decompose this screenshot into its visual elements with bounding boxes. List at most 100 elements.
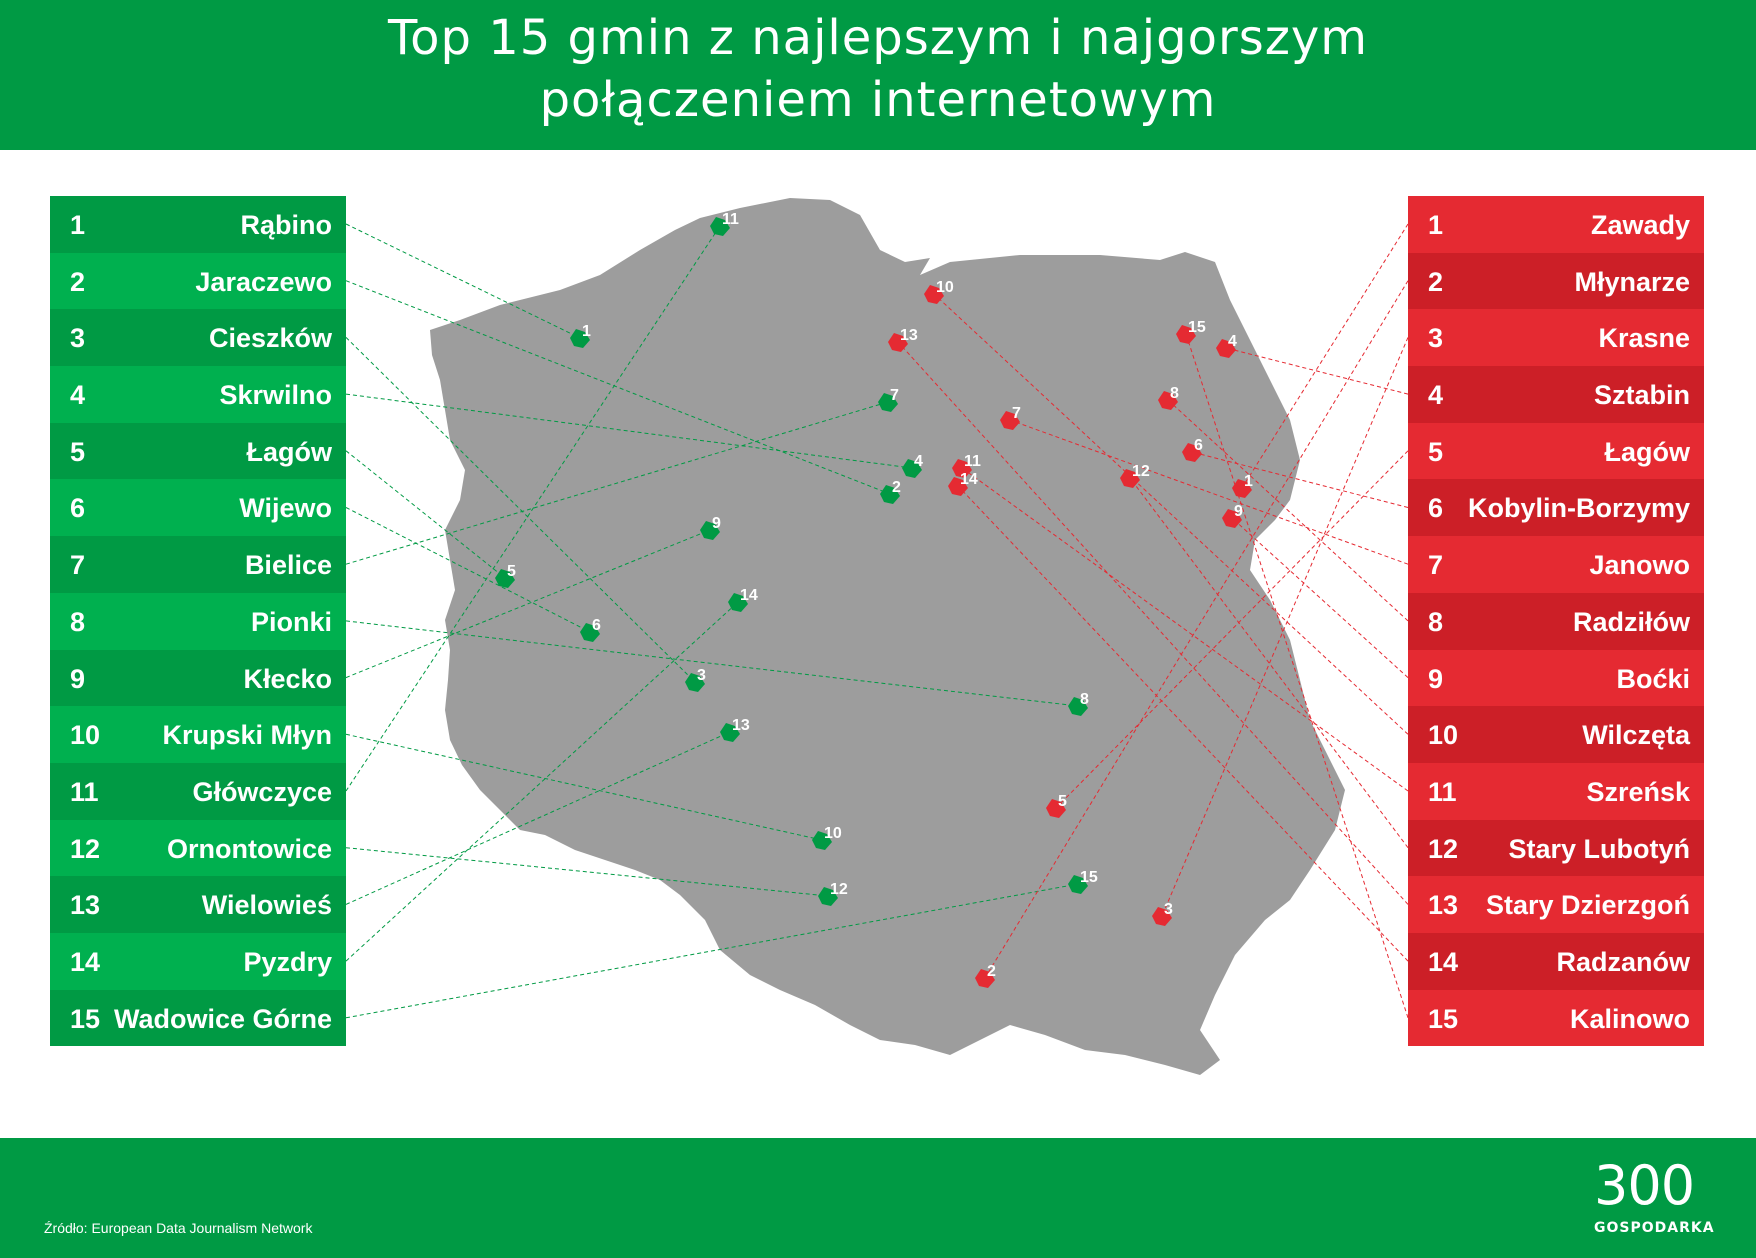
worst-marker: [1000, 411, 1020, 430]
worst-name: Kalinowo: [1570, 1003, 1690, 1034]
worst-row-8: 8 Radziłów: [1408, 592, 1704, 650]
worst-marker-label: 1: [1244, 473, 1253, 490]
best-marker-label: 7: [890, 387, 899, 404]
left-leader-line: [345, 507, 591, 633]
worst-row-1: 1 Zawady: [1408, 196, 1704, 253]
worst-rank: 11: [1428, 776, 1457, 807]
best-marker-label: 14: [740, 587, 758, 604]
best-name: Rąbino: [240, 210, 333, 240]
right-leader-line: [897, 341, 1409, 905]
worst-name: Wilczęta: [1582, 720, 1690, 751]
worst-marker: [1152, 907, 1172, 926]
best-marker: [812, 831, 832, 850]
best-rank: 14: [70, 946, 101, 977]
worst-marker-label: 4: [1228, 333, 1237, 350]
worst-rank: 15: [1428, 1003, 1459, 1034]
worst-rank: 9: [1428, 663, 1444, 694]
worst-name: Boćki: [1616, 663, 1690, 694]
best-marker: [880, 485, 900, 504]
best-rank: 6: [70, 493, 86, 524]
worst-marker: [1046, 799, 1066, 818]
worst-marker: [1158, 391, 1178, 410]
source-text: Źródło: European Data Journalism Network: [44, 1220, 313, 1236]
best-row-3: 3 Cieszków: [50, 309, 346, 367]
poland-outline: [430, 198, 1345, 1075]
best-marker: [685, 673, 705, 692]
best-name: Wadowice Górne: [113, 1003, 332, 1034]
best-rank: 9: [70, 663, 86, 694]
best-rank: 11: [70, 776, 99, 807]
worst-rank: 7: [1428, 550, 1444, 581]
title-line-2: połączeniem internetowym: [539, 72, 1217, 128]
logo: 300 GOSPODARKA: [1584, 1154, 1734, 1248]
best-list: 1 Rąbino 2 Jaraczewo 3 Cieszków 4 Skrwilno 5 Łagó…: [50, 196, 346, 1047]
worst-marker: [1232, 479, 1252, 498]
best-name: Pionki: [250, 606, 332, 637]
best-row-15: 15 Wadowice Górne: [50, 989, 346, 1047]
right-leader-line: [984, 280, 1409, 979]
right-leader-line: [1241, 223, 1409, 489]
worst-marker-label: 9: [1234, 503, 1243, 520]
worst-marker-label: 13: [900, 327, 918, 344]
best-row-14: 14 Pyzdry: [50, 932, 346, 990]
best-name: Ornontowice: [166, 833, 332, 864]
worst-row-15: 15 Kalinowo: [1408, 989, 1704, 1047]
best-marker: [580, 623, 600, 642]
worst-marker: [1182, 443, 1202, 462]
best-marker: [818, 887, 838, 906]
worst-marker: [1176, 325, 1196, 344]
worst-name: Zawady: [1590, 210, 1690, 240]
worst-marker: [1120, 469, 1140, 488]
best-marker: [570, 329, 590, 348]
left-leader-line: [345, 223, 581, 339]
worst-row-13: 13 Stary Dzierzgoń: [1408, 876, 1704, 933]
best-name: Pyzdry: [243, 946, 332, 977]
worst-marker: [1222, 509, 1242, 528]
best-name: Łagów: [246, 436, 333, 467]
worst-marker: [948, 477, 968, 496]
right-leader-line: [1009, 419, 1409, 565]
best-marker-label: 10: [824, 825, 842, 842]
worst-name: Radzanów: [1556, 946, 1690, 977]
best-row-4: 4 Skrwilno: [50, 366, 346, 423]
worst-marker-label: 2: [987, 963, 996, 980]
best-rank: 8: [70, 606, 86, 637]
best-row-6: 6 Wijewo: [50, 479, 346, 537]
worst-marker-label: 5: [1058, 793, 1067, 810]
worst-row-4: 4 Sztabin: [1408, 366, 1704, 423]
worst-name: Młynarze: [1574, 266, 1690, 297]
left-leader-line: [345, 731, 731, 905]
worst-name: Łagów: [1604, 436, 1691, 467]
title-line-1: Top 15 gmin z najlepszym i najgorszym: [387, 10, 1369, 66]
worst-marker-label: 15: [1188, 319, 1206, 336]
best-marker: [1068, 875, 1088, 894]
best-rank: 2: [70, 266, 86, 297]
best-marker-label: 4: [914, 453, 923, 470]
worst-marker-label: 3: [1164, 901, 1173, 918]
worst-row-11: 11 Szreńsk: [1408, 762, 1704, 820]
worst-rank: 5: [1428, 436, 1444, 467]
left-leader-line: [345, 529, 711, 679]
worst-name: Szreńsk: [1586, 776, 1690, 807]
best-marker-label: 6: [592, 617, 601, 634]
worst-marker-label: 7: [1012, 405, 1021, 422]
best-rank: 15: [70, 1003, 101, 1034]
best-row-12: 12 Ornontowice: [50, 819, 346, 877]
left-leader-line: [345, 620, 1079, 707]
header-banner: Top 15 gmin z najlepszym i najgorszym po…: [0, 0, 1756, 150]
worst-marker-label: 8: [1170, 385, 1179, 402]
worst-row-3: 3 Krasne: [1408, 309, 1704, 367]
best-row-13: 13 Wielowieś: [50, 876, 346, 933]
left-leader-line: [345, 337, 696, 683]
left-leader-line: [345, 883, 1079, 1019]
best-name: Jaraczewo: [195, 266, 332, 297]
best-row-11: 11 Główczyce: [50, 762, 346, 820]
worst-row-5: 5 Łagów: [1408, 422, 1704, 480]
worst-row-7: 7 Janowo: [1408, 536, 1704, 593]
logo-number: 300: [1594, 1154, 1695, 1217]
best-rank: 1: [70, 210, 86, 240]
best-marker-label: 12: [830, 881, 848, 898]
best-marker: [902, 459, 922, 478]
best-marker: [495, 569, 515, 588]
